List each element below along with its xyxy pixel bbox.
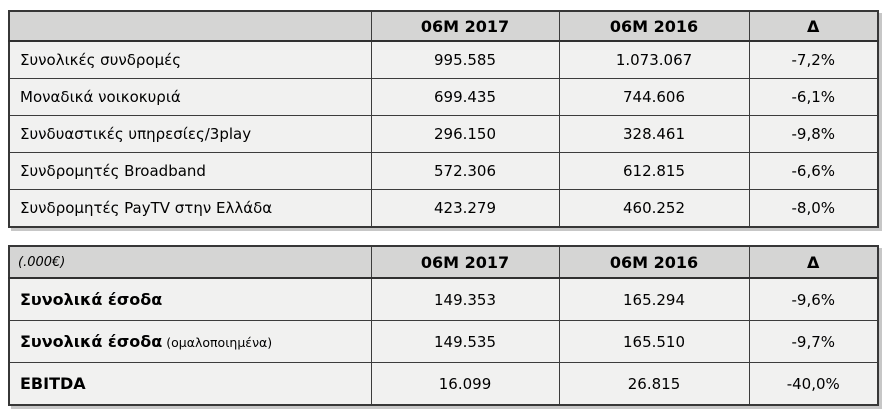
delta-value: -40,0% — [748, 362, 879, 406]
value-2016: 165.510 — [558, 320, 750, 363]
value-2016: 1.073.067 — [558, 40, 750, 79]
value-2016: 165.294 — [558, 277, 750, 321]
row-label: Συνδρομητές PayTV στην Ελλάδα — [8, 189, 372, 228]
delta-value: -9,6% — [748, 277, 879, 321]
financials-header-row: (.000€) 06M 2017 06M 2016 Δ — [8, 245, 879, 279]
column-header-delta: Δ — [748, 245, 879, 279]
row-label: Συνολικές συνδρομές — [8, 40, 372, 79]
row-label: Συνολικά έσοδα — [8, 277, 372, 321]
value-2016: 26.815 — [558, 362, 750, 406]
row-label-suffix: (ομαλοποιημένα) — [166, 335, 273, 350]
value-2017: 16.099 — [370, 362, 560, 406]
value-2017: 423.279 — [370, 189, 560, 228]
row-label: Συνδυαστικές υπηρεσίες/3play — [8, 115, 372, 153]
subscriptions-header-row: 06M 2017 06M 2016 Δ — [8, 10, 879, 42]
value-2016: 460.252 — [558, 189, 750, 228]
value-2017: 296.150 — [370, 115, 560, 153]
row-label-main: Συνολικά έσοδα — [20, 332, 163, 351]
table-row: Συνδρομητές PayTV στην Ελλάδα 423.279 46… — [8, 189, 879, 228]
delta-value: -6,6% — [748, 152, 879, 190]
table-row: Συνολικά έσοδα (ομαλοποιημένα) 149.535 16… — [8, 320, 879, 363]
row-label: Συνδρομητές Broadband — [8, 152, 372, 190]
row-label-main: EBITDA — [20, 374, 86, 393]
table-row: Μοναδικά νοικοκυριά 699.435 744.606 -6,1… — [8, 78, 879, 116]
delta-value: -9,7% — [748, 320, 879, 363]
value-2017: 149.353 — [370, 277, 560, 321]
delta-value: -8,0% — [748, 189, 879, 228]
table-row: Συνολικές συνδρομές 995.585 1.073.067 -7… — [8, 40, 879, 79]
delta-value: -7,2% — [748, 40, 879, 79]
delta-value: -6,1% — [748, 78, 879, 116]
subscriptions-table: 06M 2017 06M 2016 Δ Συνολικές συνδρομές … — [8, 10, 879, 228]
subscriptions-corner-header — [8, 10, 372, 42]
table-row: Συνδυαστικές υπηρεσίες/3play 296.150 328… — [8, 115, 879, 153]
row-label: Μοναδικά νοικοκυριά — [8, 78, 372, 116]
financials-table: (.000€) 06M 2017 06M 2016 Δ Συνολικά έσο… — [8, 245, 879, 406]
table-row: Συνδρομητές Broadband 572.306 612.815 -6… — [8, 152, 879, 190]
value-2017: 995.585 — [370, 40, 560, 79]
value-2017: 149.535 — [370, 320, 560, 363]
column-header-06m-2016: 06M 2016 — [558, 245, 750, 279]
value-2016: 328.461 — [558, 115, 750, 153]
row-label: Συνολικά έσοδα (ομαλοποιημένα) — [8, 320, 372, 363]
column-header-06m-2017: 06M 2017 — [370, 245, 560, 279]
row-label-main: Συνολικά έσοδα — [20, 290, 163, 309]
value-2016: 612.815 — [558, 152, 750, 190]
delta-value: -9,8% — [748, 115, 879, 153]
row-label: EBITDA — [8, 362, 372, 406]
table-row: Συνολικά έσοδα 149.353 165.294 -9,6% — [8, 277, 879, 321]
value-2017: 572.306 — [370, 152, 560, 190]
column-header-06m-2017: 06M 2017 — [370, 10, 560, 42]
value-2017: 699.435 — [370, 78, 560, 116]
unit-note: (.000€) — [8, 245, 372, 279]
column-header-delta: Δ — [748, 10, 879, 42]
value-2016: 744.606 — [558, 78, 750, 116]
table-row: EBITDA 16.099 26.815 -40,0% — [8, 362, 879, 406]
column-header-06m-2016: 06M 2016 — [558, 10, 750, 42]
